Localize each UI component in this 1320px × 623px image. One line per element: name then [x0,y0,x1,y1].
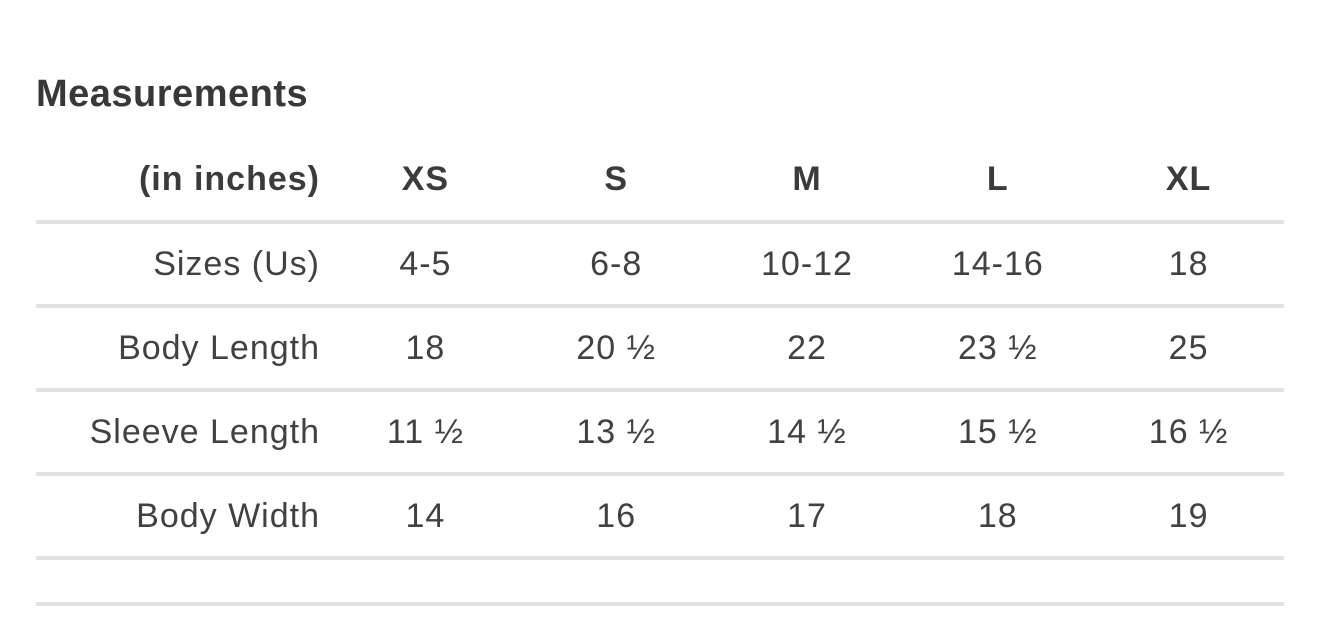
table-cell: 4-5 [399,244,452,283]
table-cell: 17 [787,496,827,535]
page-title: Measurements [36,73,309,115]
table-cell: 14-16 [951,244,1044,283]
table-cell: 20 ½ [576,328,656,367]
table-cell: 16 ½ [1148,412,1229,451]
table-empty-row [36,558,1284,604]
table-cell: 14 [405,496,446,535]
table-header-row: (in inches) XS S M L XL [36,138,1284,222]
measurements-table: (in inches) XS S M L XL Sizes (Us) 4-5 6… [36,138,1284,606]
table-cell: 15 ½ [957,412,1038,451]
row-label: Sleeve Length [89,412,320,451]
table-cell: 14 ½ [767,412,847,451]
table-cell: 11 ½ [386,412,464,451]
row-label: Sizes (Us) [153,244,320,283]
row-label: Body Length [118,328,320,367]
table-cell: 10-12 [761,244,853,283]
table-row-sizes: Sizes (Us) 4-5 6-8 10-12 14-16 18 [36,222,1284,306]
table-cell: 19 [1168,496,1209,535]
column-header-xs: XS [401,159,450,198]
row-label: Body Width [136,496,320,535]
table-row-body-length: Body Length 18 20 ½ 22 23 ½ 25 [36,306,1284,390]
table-row-sleeve-length: Sleeve Length 11 ½ 13 ½ 14 ½ 15 ½ 16 ½ [36,390,1284,474]
column-header-s: S [604,159,629,198]
table-cell: 23 ½ [957,328,1038,367]
table-cell: 13 ½ [576,412,656,451]
table-cell: 18 [1168,244,1209,283]
table-cell: 25 [1168,328,1209,367]
table-cell: 18 [977,496,1018,535]
table-cell: 18 [405,328,446,367]
table-cell: 16 [596,496,637,535]
column-header-m: M [792,159,822,198]
column-header-l: L [986,159,1009,198]
column-header-xl: XL [1165,159,1212,198]
table-row-body-width: Body Width 14 16 17 18 19 [36,474,1284,558]
table-cell: 6-8 [590,244,643,283]
table-cell: 22 [787,328,827,367]
units-header: (in inches) [138,159,320,198]
empty-cell [36,558,1284,604]
